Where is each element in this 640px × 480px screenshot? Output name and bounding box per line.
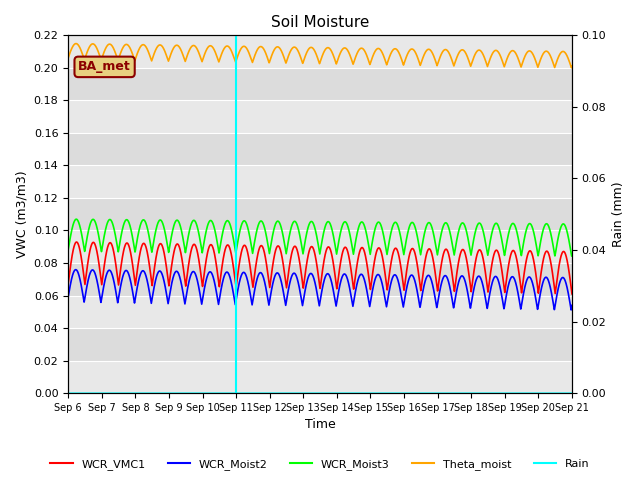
- Y-axis label: Rain (mm): Rain (mm): [612, 181, 625, 247]
- Bar: [68, 166, 572, 198]
- Bar: [68, 36, 572, 68]
- Legend: WCR_VMC1, WCR_Moist2, WCR_Moist3, Theta_moist, Rain: WCR_VMC1, WCR_Moist2, WCR_Moist3, Theta_…: [46, 455, 594, 474]
- X-axis label: Time: Time: [305, 419, 335, 432]
- Text: BA_met: BA_met: [78, 60, 131, 73]
- Bar: [68, 296, 572, 328]
- Bar: [68, 360, 572, 393]
- Bar: [68, 230, 572, 263]
- Bar: [68, 100, 572, 133]
- Y-axis label: VWC (m3/m3): VWC (m3/m3): [15, 170, 28, 258]
- Title: Soil Moisture: Soil Moisture: [271, 15, 369, 30]
